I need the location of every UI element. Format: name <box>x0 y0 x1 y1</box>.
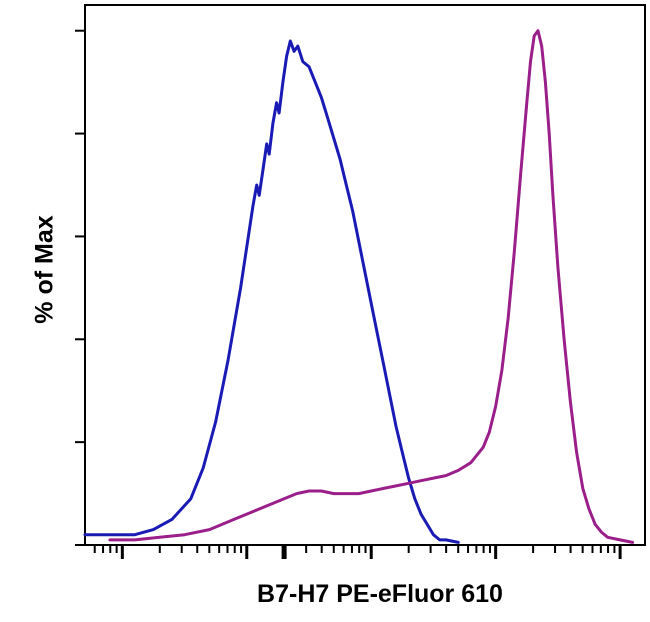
series-control <box>85 41 458 542</box>
plot-area <box>0 0 650 622</box>
flow-cytometry-histogram: % of Max B7-H7 PE-eFluor 610 <box>0 0 650 622</box>
series-stained <box>110 31 633 543</box>
